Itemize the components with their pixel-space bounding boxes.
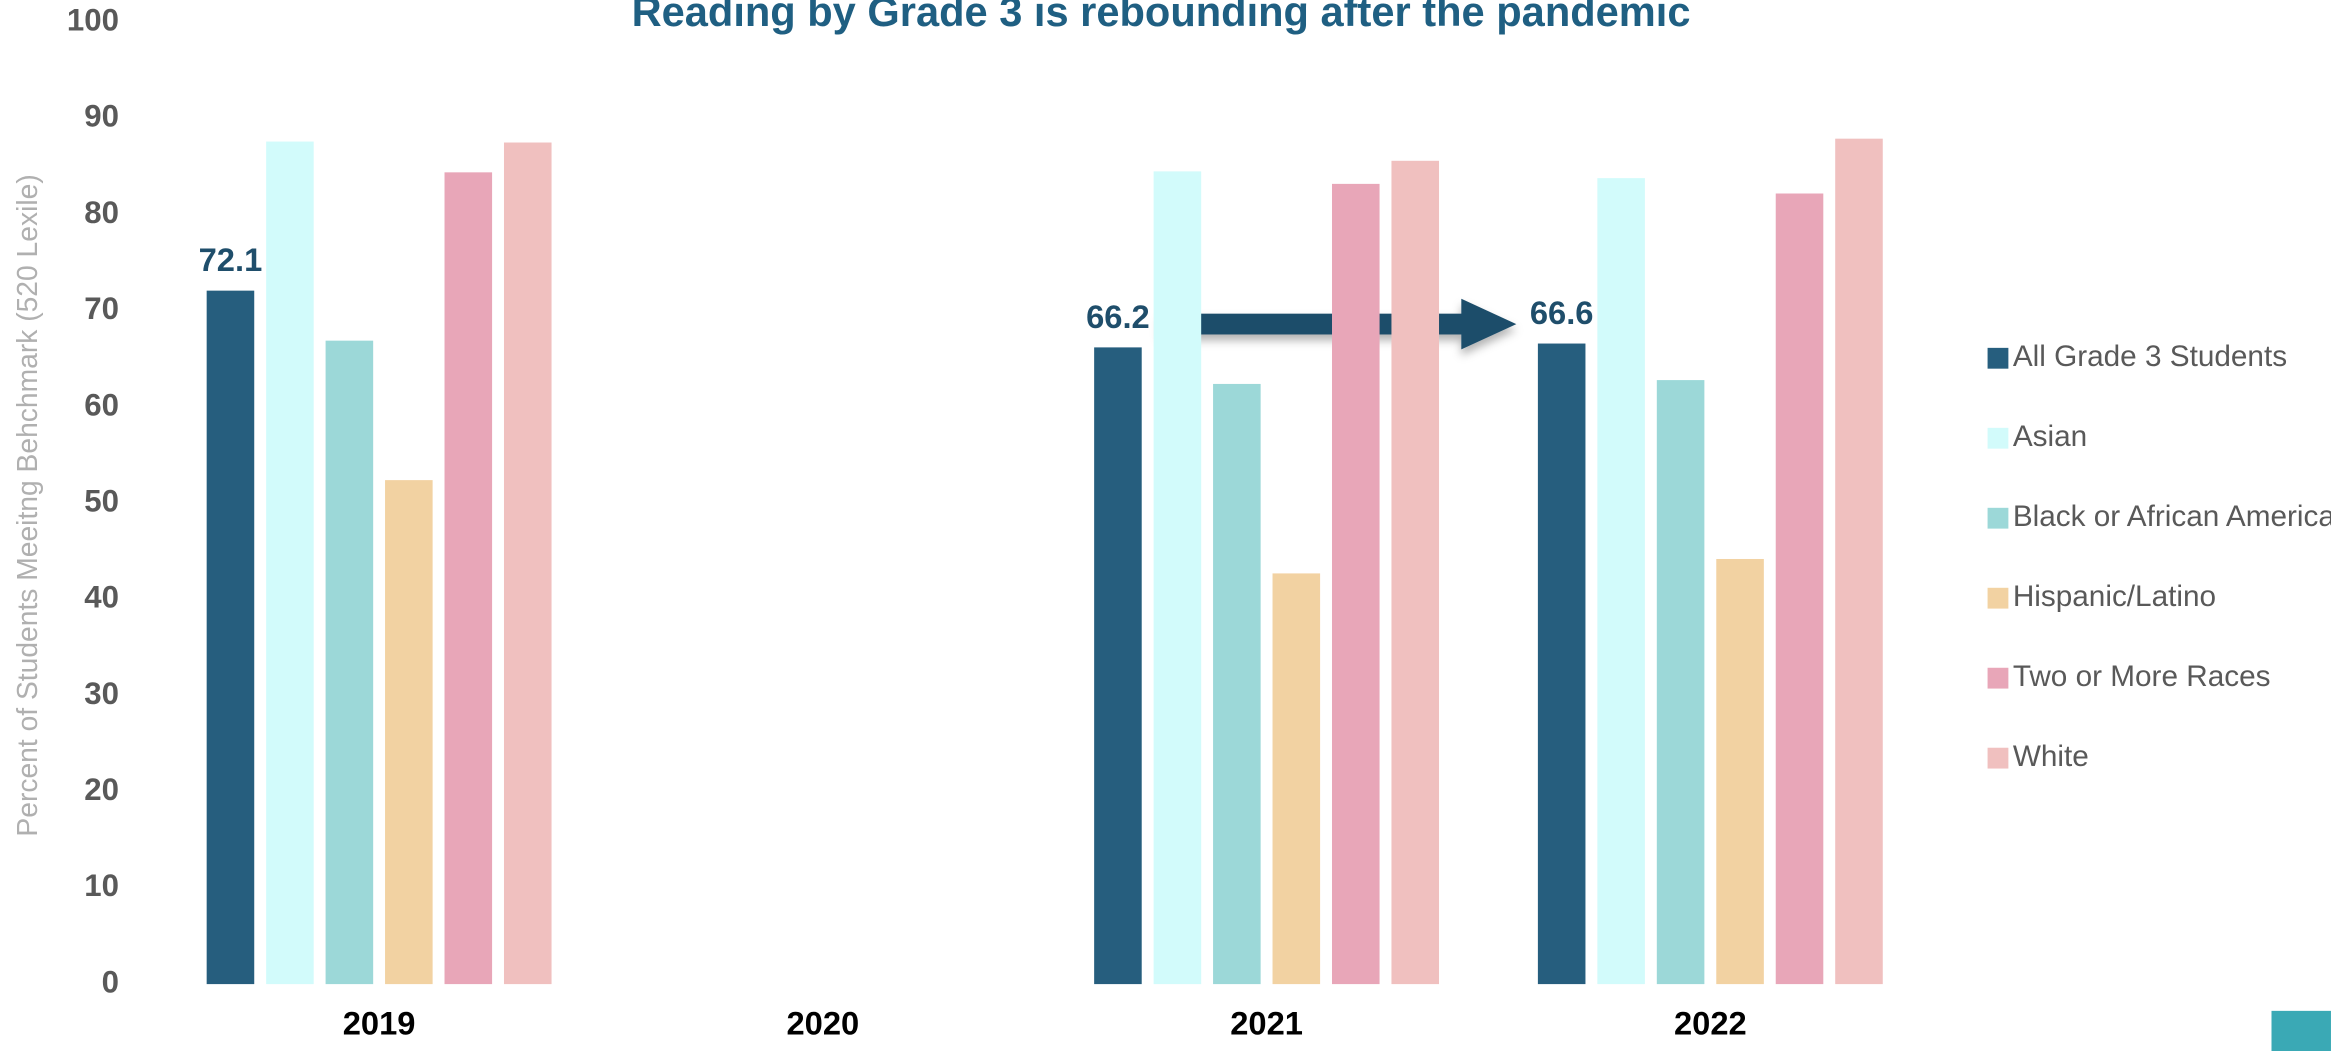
- y-tick-label: 60: [84, 387, 119, 422]
- y-tick-label: 100: [67, 3, 119, 38]
- bar: [385, 480, 433, 985]
- bar: [1537, 343, 1586, 985]
- y-tick-label: 20: [84, 772, 119, 807]
- bar: [1331, 183, 1380, 985]
- legend-label: Black or African American: [2013, 500, 2331, 533]
- arrow-shaft: [1159, 313, 1465, 335]
- data-label: 66.6: [1530, 294, 1594, 331]
- y-tick-label: 30: [84, 676, 119, 711]
- x-tick-label: 2022: [1674, 1004, 1747, 1041]
- legend-label: Hispanic/Latino: [2013, 580, 2216, 613]
- legend-label: White: [2013, 740, 2089, 773]
- arrow: [1159, 298, 1517, 350]
- y-tick-label: 0: [102, 964, 119, 999]
- legend-swatch: [1987, 427, 2009, 449]
- x-tick-label: 2021: [1230, 1004, 1303, 1041]
- legend-label: Asian: [2013, 420, 2087, 453]
- data-label: 66.2: [1086, 298, 1150, 335]
- x-tick-label: 2020: [786, 1004, 859, 1041]
- bar: [444, 172, 493, 985]
- bar: [1391, 160, 1440, 985]
- bar: [1775, 193, 1824, 985]
- logo: [2271, 1010, 2331, 1051]
- data-label: 72.1: [199, 241, 263, 278]
- legend-swatch: [1987, 507, 2009, 529]
- arrow-head: [1461, 298, 1517, 350]
- bar: [325, 340, 374, 985]
- y-tick-label: 80: [84, 195, 119, 230]
- bar: [1094, 347, 1142, 985]
- bar: [1835, 138, 1883, 985]
- bar: [1656, 380, 1705, 985]
- y-tick-label: 70: [84, 291, 119, 326]
- y-tick-label: 40: [84, 580, 119, 615]
- bar: [1213, 383, 1261, 985]
- x-tick-label: 2019: [343, 1004, 416, 1041]
- bar: [206, 290, 255, 985]
- bar: [1597, 178, 1645, 985]
- bar: [1153, 171, 1202, 985]
- chart-title: Reading by Grade 3 is rebounding after t…: [632, 0, 1691, 35]
- y-tick-label: 50: [84, 483, 119, 518]
- bar: [503, 142, 552, 985]
- legend-swatch: [1987, 667, 2009, 689]
- bar: [1716, 558, 1764, 985]
- y-tick-label: 10: [84, 868, 119, 903]
- legend-swatch: [1987, 347, 2009, 369]
- legend-swatch: [1987, 747, 2009, 769]
- y-axis-label: Percent of Students Meeitng Behchmark (5…: [11, 174, 43, 836]
- legend-swatch: [1987, 587, 2009, 609]
- y-tick-label: 90: [84, 99, 119, 134]
- legend-label: Two or More Races: [2013, 660, 2271, 693]
- bar: [1272, 573, 1321, 985]
- legend-label: All Grade 3 Students: [2013, 340, 2287, 373]
- bar: [266, 141, 314, 985]
